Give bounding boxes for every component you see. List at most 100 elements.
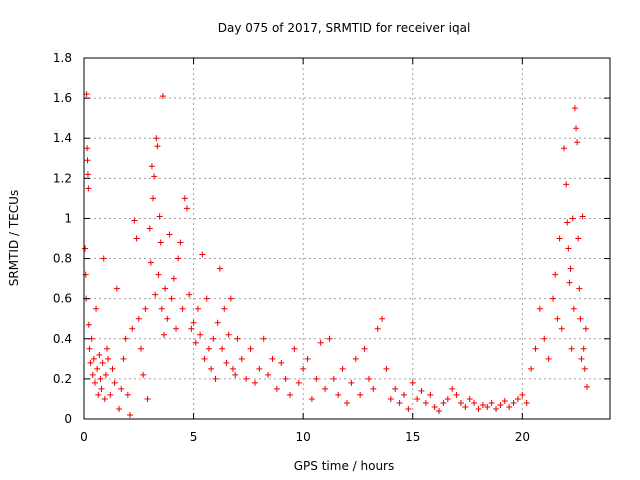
data-point bbox=[137, 345, 144, 352]
data-point bbox=[179, 305, 186, 312]
data-point bbox=[409, 379, 416, 386]
data-point bbox=[440, 399, 447, 406]
data-point bbox=[471, 399, 478, 406]
data-point bbox=[365, 375, 372, 382]
x-tick-label: 15 bbox=[405, 430, 420, 444]
data-point bbox=[168, 295, 175, 302]
data-point bbox=[510, 399, 517, 406]
data-point bbox=[287, 391, 294, 398]
data-point bbox=[569, 215, 576, 222]
data-point bbox=[84, 157, 91, 164]
data-point bbox=[583, 383, 590, 390]
data-point bbox=[556, 235, 563, 242]
data-point bbox=[186, 291, 193, 298]
data-point bbox=[383, 365, 390, 372]
data-point bbox=[188, 325, 195, 332]
data-point bbox=[158, 305, 165, 312]
data-point bbox=[405, 405, 412, 412]
data-point bbox=[83, 91, 90, 98]
data-point bbox=[370, 385, 377, 392]
data-point bbox=[295, 379, 302, 386]
data-point bbox=[205, 345, 212, 352]
data-point bbox=[98, 385, 105, 392]
data-point bbox=[552, 271, 559, 278]
data-point bbox=[532, 345, 539, 352]
data-point bbox=[120, 355, 127, 362]
data-point bbox=[221, 305, 228, 312]
data-point bbox=[124, 391, 131, 398]
data-point bbox=[573, 125, 580, 132]
y-tick-label: 0.2 bbox=[53, 372, 72, 386]
data-point bbox=[84, 145, 91, 152]
data-point bbox=[563, 181, 570, 188]
data-point bbox=[300, 365, 307, 372]
data-point bbox=[400, 391, 407, 398]
data-point bbox=[427, 391, 434, 398]
data-point bbox=[93, 305, 100, 312]
data-point bbox=[96, 351, 103, 358]
data-point bbox=[192, 339, 199, 346]
data-point bbox=[575, 235, 582, 242]
data-point bbox=[326, 335, 333, 342]
y-tick-label: 0.8 bbox=[53, 252, 72, 266]
data-point bbox=[335, 391, 342, 398]
data-point bbox=[84, 171, 91, 178]
data-point bbox=[278, 359, 285, 366]
data-point bbox=[554, 315, 561, 322]
data-point bbox=[203, 295, 210, 302]
data-point bbox=[247, 345, 254, 352]
data-point bbox=[357, 391, 364, 398]
data-point bbox=[197, 331, 204, 338]
data-point bbox=[86, 345, 93, 352]
data-point bbox=[194, 305, 201, 312]
data-point bbox=[536, 305, 543, 312]
data-point bbox=[462, 403, 469, 410]
data-point bbox=[232, 371, 239, 378]
data-point bbox=[558, 325, 565, 332]
data-point bbox=[111, 379, 118, 386]
y-tick-label: 1.8 bbox=[53, 51, 72, 65]
x-axis-label: GPS time / hours bbox=[294, 459, 395, 473]
data-point bbox=[135, 315, 142, 322]
y-tick-label: 1.4 bbox=[53, 131, 72, 145]
data-point bbox=[140, 371, 147, 378]
data-point bbox=[344, 399, 350, 406]
data-point bbox=[565, 245, 572, 252]
data-point bbox=[162, 285, 169, 292]
data-point bbox=[348, 379, 355, 386]
data-point bbox=[104, 345, 111, 352]
y-tick-label: 0.6 bbox=[53, 292, 72, 306]
x-tick-label: 10 bbox=[296, 430, 311, 444]
data-marks bbox=[82, 91, 590, 418]
data-point bbox=[449, 385, 456, 392]
data-point bbox=[523, 399, 530, 406]
data-point bbox=[142, 305, 149, 312]
data-point bbox=[488, 399, 495, 406]
data-point bbox=[317, 339, 324, 346]
data-point bbox=[519, 391, 526, 398]
y-axis-label: SRMTID / TECUs bbox=[7, 190, 21, 286]
data-point bbox=[105, 355, 112, 362]
data-point bbox=[102, 371, 109, 378]
data-point bbox=[122, 335, 129, 342]
data-point bbox=[82, 245, 89, 252]
data-point bbox=[99, 359, 106, 366]
data-point bbox=[85, 321, 92, 328]
data-point bbox=[127, 411, 134, 418]
data-point bbox=[87, 359, 94, 366]
data-point bbox=[541, 335, 548, 342]
data-point bbox=[199, 251, 206, 258]
data-point bbox=[291, 345, 298, 352]
data-point bbox=[234, 335, 241, 342]
data-point bbox=[308, 395, 315, 402]
data-point bbox=[208, 365, 215, 372]
data-point bbox=[273, 385, 280, 392]
data-point bbox=[330, 375, 337, 382]
data-point bbox=[152, 291, 159, 298]
data-point bbox=[95, 391, 102, 398]
data-point bbox=[151, 173, 158, 180]
data-point bbox=[100, 255, 107, 262]
y-tick-label: 1 bbox=[64, 211, 72, 225]
data-point bbox=[164, 315, 171, 322]
data-point bbox=[101, 395, 108, 402]
